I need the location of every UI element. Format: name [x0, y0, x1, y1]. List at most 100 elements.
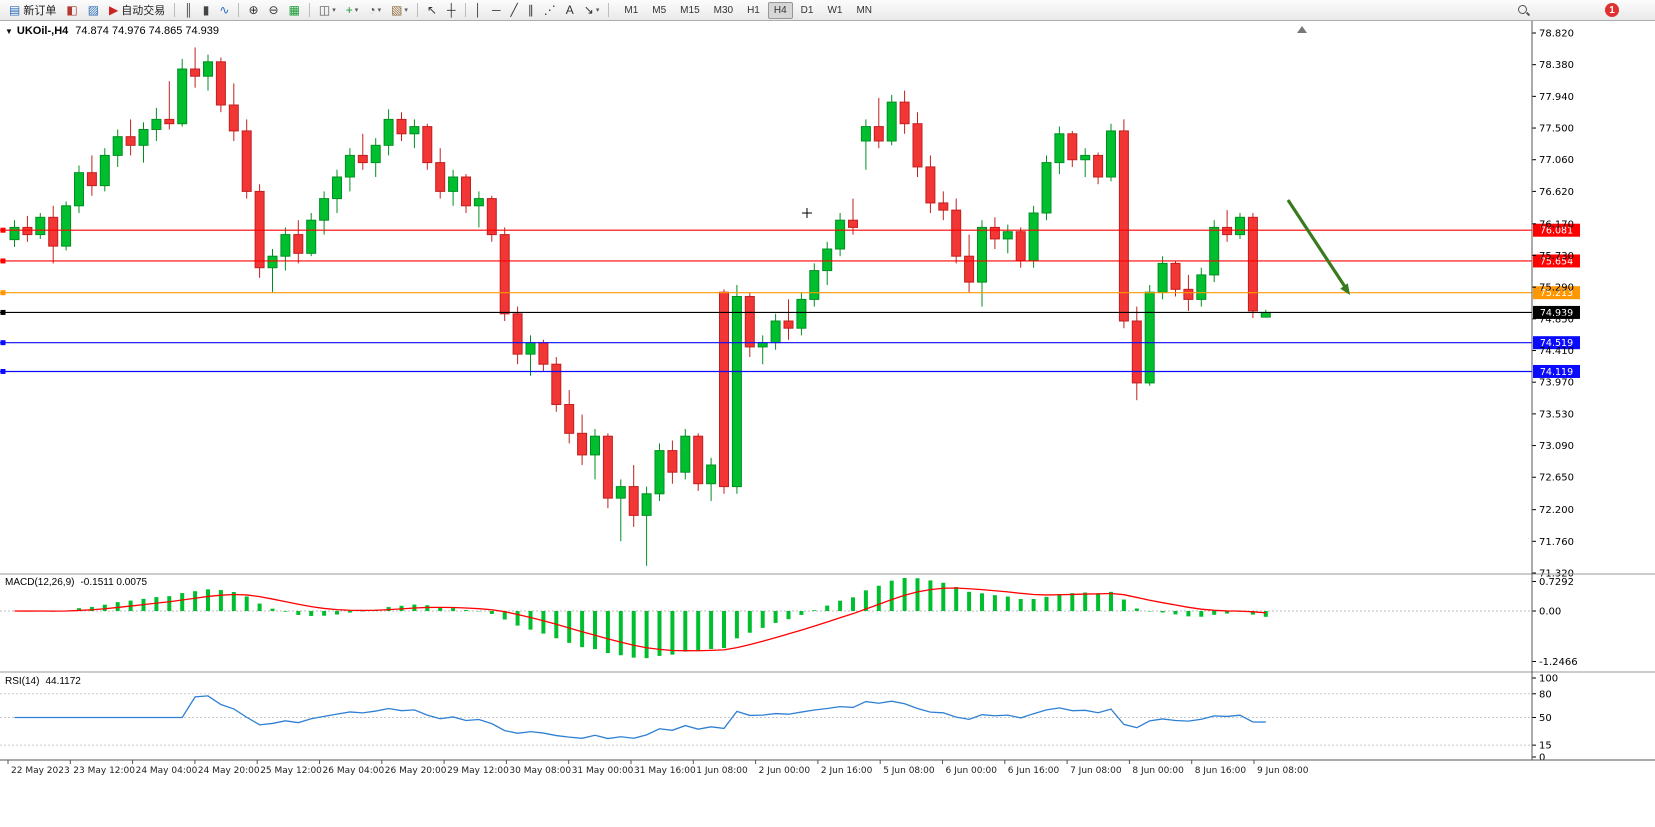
chevron-down-icon[interactable]: ▾ [377, 7, 382, 14]
candlestick-chart-button[interactable]: ▮ [199, 1, 214, 19]
pivot-line-handle[interactable] [0, 290, 6, 296]
text-button[interactable]: A [562, 1, 578, 19]
candle-body [641, 493, 652, 516]
timeframe-m5-button[interactable]: M5 [652, 4, 667, 16]
crosshair-button[interactable]: ┼ [443, 1, 460, 19]
chevron-down-icon[interactable]: ▾ [332, 7, 336, 14]
candle-body [899, 101, 910, 125]
candle-body [551, 363, 562, 406]
horizontal-line-icon: ─ [492, 3, 501, 17]
arrows-icon: ↘ [583, 3, 594, 17]
price-axis-tick: 77.060 [1539, 155, 1574, 166]
timeframe-m30-button[interactable]: M30 [713, 4, 734, 16]
templates-button[interactable]: ▧ ▾ [387, 1, 412, 19]
price-line-label-text: 74.519 [1540, 338, 1573, 349]
zoom-out-button[interactable]: ⊖ [265, 1, 283, 19]
bid-price-line-handle[interactable] [0, 309, 6, 315]
candle-body [306, 219, 317, 254]
equidistant-channel-button[interactable]: ∥ [524, 1, 538, 19]
cursor-button[interactable]: ↖ [423, 1, 441, 19]
time-axis-label: 29 May 12:00 [447, 766, 509, 776]
price-line-label [1533, 305, 1580, 319]
timeframe-mn-button[interactable]: MN [856, 4, 873, 16]
time-scale[interactable] [0, 760, 1655, 780]
candle-body [860, 126, 871, 142]
time-axis-label: 24 May 04:00 [136, 766, 198, 776]
bar-chart-button[interactable]: ║ [180, 1, 197, 19]
arrows-button[interactable]: ↘ ▾ [580, 1, 604, 19]
chart-symbol-period: UKOil-,H4 [16, 25, 69, 37]
fibonacci-button[interactable]: ⋰ [540, 1, 560, 19]
chart-area[interactable]: 76.081 75.654 75.213 74.939 74.519 74.119 78.8… [0, 21, 1655, 827]
candle-body [525, 342, 536, 355]
tile-windows-icon: ▦ [288, 3, 300, 17]
candle-body [822, 248, 833, 272]
new-order-button[interactable]: ▤ 新订单 [5, 1, 60, 19]
chart-info-line: ▼ UKOil-,H4 74.874 74.976 74.865 74.939 [5, 25, 219, 37]
chevron-down-icon[interactable]: ▾ [595, 7, 600, 14]
tile-windows-button[interactable]: ▦ [285, 1, 304, 19]
time-axis-label: 22 May 2023 [11, 766, 70, 776]
trend-arrow-head[interactable] [1340, 283, 1350, 295]
candle-body [989, 226, 1000, 240]
candle-body [1131, 320, 1142, 384]
timeframe-group: M1 M5 M15 M30 H1 H4 D1 W1 MN [617, 1, 879, 19]
candle-body [719, 291, 729, 488]
candle-body [628, 486, 639, 516]
vertical-line-button[interactable]: │ [471, 1, 487, 19]
notification-badge[interactable]: 1 [1605, 3, 1619, 17]
timeframe-w1-button[interactable]: W1 [827, 4, 843, 16]
candle-body [951, 209, 962, 257]
price-line-label-text: 76.081 [1540, 226, 1573, 237]
candle-body [1235, 216, 1245, 236]
vertical-line-icon: │ [474, 3, 483, 17]
trend-arrow[interactable] [1286, 199, 1347, 288]
candle-body [254, 190, 265, 269]
chevron-down-icon[interactable]: ▾ [404, 7, 408, 14]
timeframe-h1-button[interactable]: H1 [747, 4, 760, 16]
candle-body [938, 202, 949, 211]
one-click-trading-collapse-icon[interactable]: ▼ [5, 27, 13, 36]
chart-window-button[interactable]: ◧ [62, 1, 81, 19]
candle-body [396, 118, 407, 135]
add-indicator-button[interactable]: + ▾ [342, 1, 363, 19]
rsi-axis-tick: 80 [1539, 689, 1552, 700]
text-icon: A [565, 3, 574, 17]
candle-body [293, 234, 304, 254]
rsi-axis-tick: 0 [1539, 753, 1545, 764]
macd-axis-tick: -1.2466 [1539, 657, 1578, 668]
price-axis-tick: 73.970 [1539, 378, 1574, 389]
resistance-line-1-handle[interactable] [0, 227, 6, 233]
zoom-in-button[interactable]: ⊕ [244, 1, 262, 19]
price-axis-tick: 77.500 [1539, 124, 1574, 135]
autotrading-button[interactable]: ▶ 自动交易 [105, 1, 169, 19]
line-chart-button[interactable]: ∿ [215, 1, 233, 19]
candle-body [835, 219, 846, 250]
periods-button[interactable]: ◔ ▾ [364, 1, 385, 19]
candle-body [1093, 154, 1104, 178]
candle-body [848, 219, 858, 228]
timeframe-m15-button[interactable]: M15 [680, 4, 700, 16]
resistance-line-2-handle[interactable] [0, 258, 6, 264]
cross-marker [802, 208, 812, 218]
candle-body [473, 198, 484, 207]
market-watch-button[interactable]: ▨ [84, 1, 103, 19]
timeframe-m1-button[interactable]: M1 [624, 4, 639, 16]
arrange-charts-button[interactable]: ◫ ▾ [315, 1, 340, 19]
toolbar-separator [174, 3, 176, 17]
support-line-2-handle[interactable] [0, 368, 6, 374]
support-line-1-handle[interactable] [0, 340, 6, 346]
search-button[interactable] [1513, 1, 1534, 19]
autotrading-button-label: 自动交易 [121, 5, 166, 17]
price-scale[interactable] [1532, 21, 1655, 760]
trendline-button[interactable]: ╱ [507, 1, 522, 19]
candle-body [138, 128, 149, 146]
horizontal-line-button[interactable]: ─ [488, 1, 505, 19]
chevron-down-icon[interactable]: ▾ [354, 7, 359, 14]
macd-axis-tick: 0.7292 [1539, 577, 1574, 588]
timeframe-d1-button[interactable]: D1 [800, 4, 814, 16]
candle-body [151, 118, 162, 130]
timeframe-h4-button[interactable]: H4 [767, 1, 793, 19]
chart-shift-marker[interactable] [1297, 26, 1307, 33]
